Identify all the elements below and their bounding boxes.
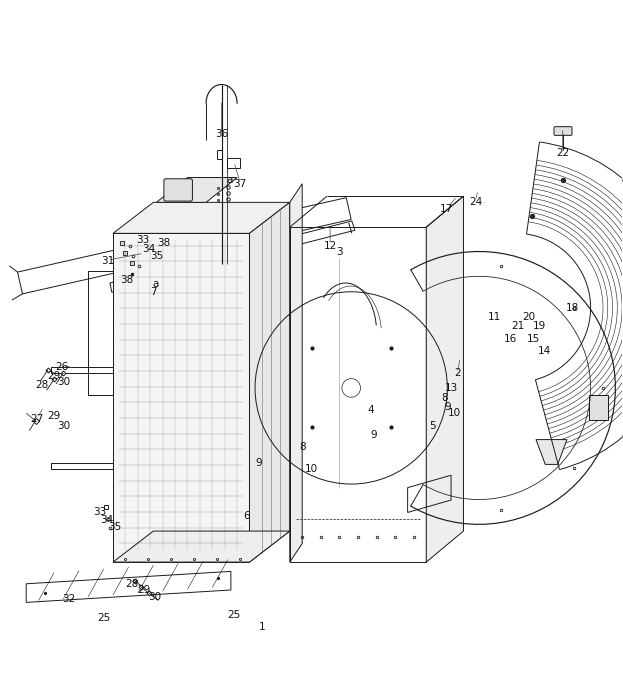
Text: 27: 27: [31, 415, 44, 424]
Text: 21: 21: [511, 322, 524, 331]
Text: 2: 2: [454, 368, 460, 378]
Text: 32: 32: [62, 594, 75, 604]
Text: 4: 4: [367, 405, 374, 415]
Text: 20: 20: [522, 312, 535, 322]
FancyBboxPatch shape: [164, 179, 193, 201]
Text: 16: 16: [503, 334, 516, 344]
Text: 9: 9: [370, 430, 377, 440]
Text: 3: 3: [336, 247, 343, 257]
Text: 26: 26: [55, 362, 69, 372]
Text: 33: 33: [136, 235, 150, 244]
Text: 10: 10: [447, 408, 461, 418]
Text: 6: 6: [243, 511, 250, 520]
Text: 35: 35: [150, 251, 163, 262]
Polygon shape: [113, 202, 290, 233]
Text: 29: 29: [47, 411, 60, 422]
Text: 5: 5: [429, 421, 435, 431]
Text: 8: 8: [299, 442, 305, 453]
Text: 8: 8: [442, 393, 448, 403]
Text: 15: 15: [527, 334, 540, 344]
Polygon shape: [589, 395, 607, 420]
FancyBboxPatch shape: [227, 158, 240, 168]
Text: 30: 30: [57, 377, 70, 387]
Text: 37: 37: [234, 179, 247, 189]
Text: 25: 25: [97, 613, 110, 623]
Polygon shape: [536, 440, 567, 464]
Text: 29: 29: [47, 371, 60, 381]
Text: 11: 11: [488, 312, 501, 322]
Text: 30: 30: [149, 592, 162, 602]
Text: 7: 7: [150, 287, 156, 297]
Polygon shape: [290, 184, 302, 562]
Text: 29: 29: [138, 585, 151, 595]
Text: 22: 22: [556, 148, 569, 158]
Text: 10: 10: [305, 464, 318, 474]
FancyBboxPatch shape: [554, 127, 572, 135]
Text: 14: 14: [538, 346, 551, 356]
Text: 38: 38: [120, 275, 133, 285]
Text: 12: 12: [323, 241, 337, 250]
Text: 28: 28: [125, 579, 138, 589]
Text: a: a: [152, 279, 158, 289]
Text: 31: 31: [102, 256, 115, 266]
Text: 36: 36: [215, 129, 228, 139]
Text: 30: 30: [57, 421, 70, 431]
Text: 38: 38: [157, 237, 171, 248]
Text: 9: 9: [445, 402, 451, 412]
Polygon shape: [426, 196, 464, 562]
Text: 19: 19: [533, 322, 546, 331]
Text: a: a: [226, 175, 233, 185]
Text: 1: 1: [259, 622, 265, 632]
Polygon shape: [249, 202, 290, 562]
Text: 25: 25: [227, 610, 240, 620]
Text: 34: 34: [143, 244, 156, 254]
Text: 18: 18: [565, 303, 579, 313]
Polygon shape: [113, 531, 290, 562]
Polygon shape: [113, 233, 249, 562]
Text: 33: 33: [93, 507, 106, 518]
Text: 35: 35: [108, 522, 121, 533]
Polygon shape: [156, 177, 237, 202]
Text: 9: 9: [255, 458, 262, 468]
Text: 13: 13: [444, 384, 458, 393]
Text: 28: 28: [35, 380, 49, 391]
Text: 34: 34: [100, 515, 113, 525]
Text: 24: 24: [469, 197, 482, 208]
Text: 17: 17: [440, 204, 454, 213]
